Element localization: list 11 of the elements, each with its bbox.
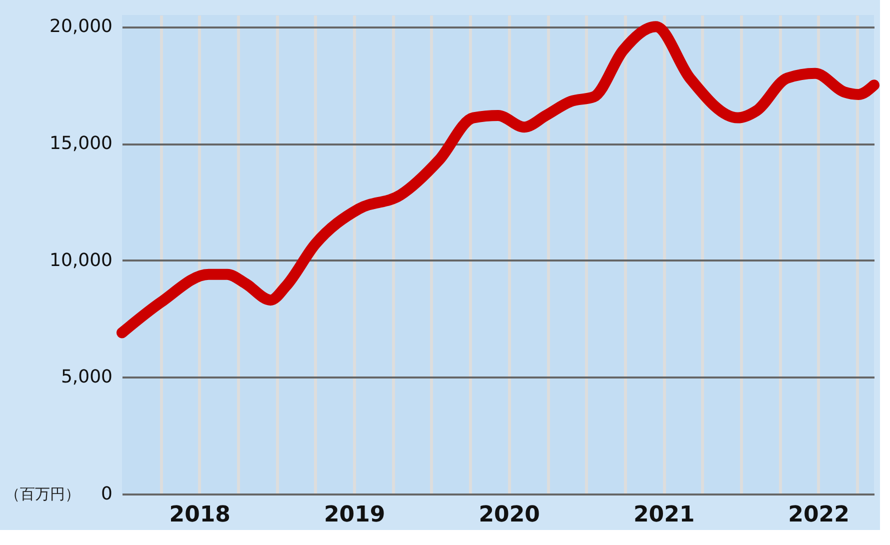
y-tick-label: 0	[101, 484, 112, 504]
x-tick-label: 2020	[478, 502, 540, 528]
y-tick-label: 20,000	[50, 16, 112, 38]
text: （百万円）	[5, 485, 80, 503]
y-tick-label: 15,000	[50, 133, 112, 154]
y-tick-label: 5,000	[60, 366, 112, 388]
x-tick-label: 2022	[788, 502, 850, 528]
x-tick-label: 2018	[169, 502, 230, 528]
y-tick-label: 10,000	[50, 250, 112, 271]
x-tick-label: 2021	[633, 502, 695, 528]
x-tick-label: 2019	[324, 502, 386, 528]
